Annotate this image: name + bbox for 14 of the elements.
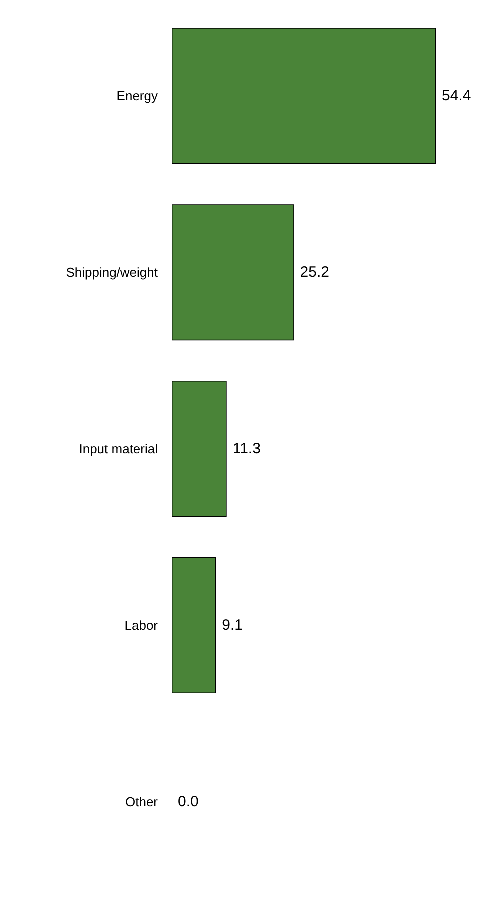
y-tick-label: Labor <box>124 618 159 633</box>
bar <box>172 28 436 164</box>
y-tick-label: Other <box>125 794 159 810</box>
data-label: 25.2 <box>300 264 330 282</box>
data-label: 54.4 <box>442 88 472 105</box>
bar <box>172 204 294 341</box>
data-label: 11.3 <box>232 440 261 458</box>
y-tick-label: Input material <box>79 442 158 456</box>
y-tick-label: Energy <box>116 88 158 104</box>
bar <box>172 557 216 694</box>
bar <box>172 381 227 517</box>
y-tick-label: Shipping/weight <box>66 265 158 280</box>
data-label: 9.1 <box>222 616 244 634</box>
data-label: 0.0 <box>178 793 199 810</box>
